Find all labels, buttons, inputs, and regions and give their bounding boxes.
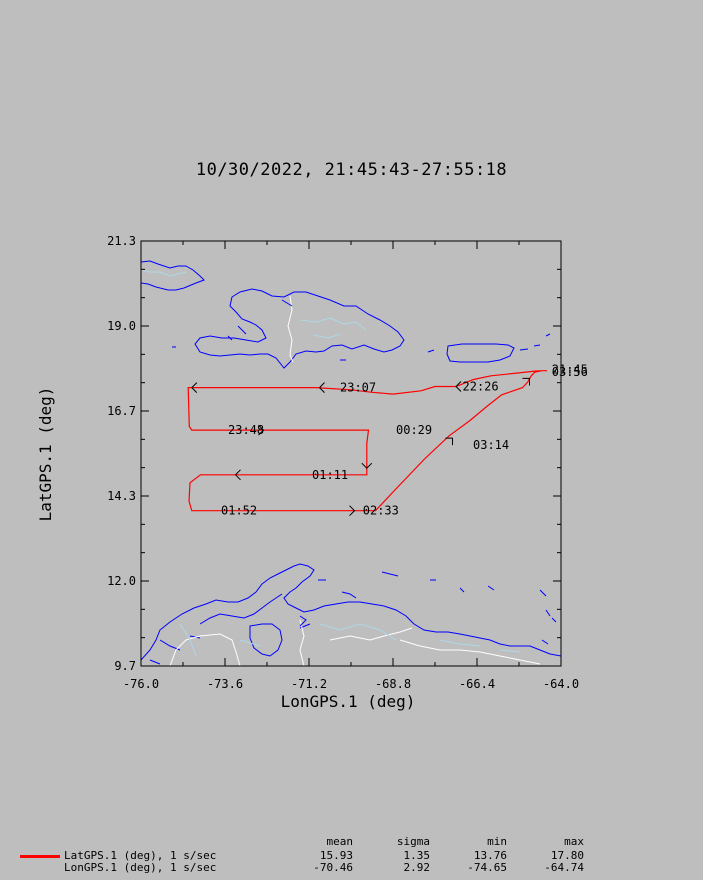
coastline-layer [141,260,561,666]
lat-max: 17.80 [550,849,584,862]
statistics-legend: mean sigma min max LatGPS.1 (deg), 1 s/s… [0,835,703,880]
time-label: 22:26 [463,379,499,393]
direction-arrow-icon [258,424,265,436]
time-label: 03:56 [552,365,588,379]
lon-min: -74.65 [467,861,507,874]
x-axis-tick-labels: -76.0 -73.6 -71.2 -68.8 -66.4 -64.0 [123,677,579,691]
x-tick-label: -76.0 [123,677,159,691]
stats-row-lon: LonGPS.1 (deg), 1 s/sec -70.46 2.92 -74.… [0,862,703,874]
time-label: 23:48 [228,423,264,437]
stats-row-lat: LatGPS.1 (deg), 1 s/sec 15.93 1.35 13.76… [0,850,703,862]
y-tick-label: 21.3 [107,234,136,248]
legend-swatch-red [20,855,60,858]
direction-arrow-icon [445,437,453,446]
axis-ticks [140,240,562,667]
header-min: min [487,835,507,848]
time-label: 23:07 [340,381,376,395]
x-tick-label: -73.6 [207,677,243,691]
stats-header-row: mean sigma min max [0,836,703,848]
direction-arrow-icon [455,381,462,392]
time-label: 01:11 [312,468,348,482]
map-plot: -76.0 -73.6 -71.2 -68.8 -66.4 -64.0 9.7 12.0 14… [36,234,588,711]
header-sigma: sigma [396,835,430,848]
lat-mean: 15.93 [319,849,353,862]
header-max: max [564,835,584,848]
time-label: 01:52 [221,504,257,518]
x-tick-label: -66.4 [459,677,495,691]
lon-sigma: 2.92 [403,861,431,874]
y-tick-label: 19.0 [107,319,136,333]
time-label: 21:45 [552,363,588,377]
y-tick-label: 9.7 [114,659,136,673]
y-tick-label: 12.0 [107,574,136,588]
x-tick-label: -68.8 [375,677,411,691]
lat-sigma: 1.35 [403,849,431,862]
direction-arrow-icon [234,469,241,481]
time-label: 00:29 [396,423,432,437]
time-label: 03:14 [473,438,509,452]
x-tick-label: -64.0 [543,677,579,691]
lat-min: 13.76 [473,849,507,862]
direction-arrow-icon [318,382,325,393]
y-tick-label: 14.3 [107,489,136,503]
direction-arrows [191,377,530,517]
time-labels: 23:07 22:26 23:48 00:29 01:11 03:14 01:52 02:33… [221,363,588,518]
legend-label-lat: LatGPS.1 (deg), 1 s/sec [64,849,217,862]
y-tick-label: 16.7 [107,404,136,418]
time-label: 02:33 [363,504,399,518]
legend-label-lon: LonGPS.1 (deg), 1 s/sec [64,861,217,874]
lon-max: -64.74 [544,861,584,874]
plot-title: 10/30/2022, 21:45:43-27:55:18 [195,160,508,180]
y-axis-tick-labels: 9.7 12.0 14.3 16.7 19.0 21.3 [107,234,136,673]
direction-arrow-icon [522,377,530,386]
direction-arrow-icon [191,382,198,393]
header-mean: mean [326,835,354,848]
direction-arrow-icon [349,505,356,517]
direction-arrow-icon [361,462,373,469]
x-axis-label: LonGPS.1 (deg) [281,692,416,711]
x-tick-label: -71.2 [291,677,327,691]
y-axis-label: LatGPS.1 (deg) [36,387,55,522]
lon-mean: -70.46 [313,861,353,874]
